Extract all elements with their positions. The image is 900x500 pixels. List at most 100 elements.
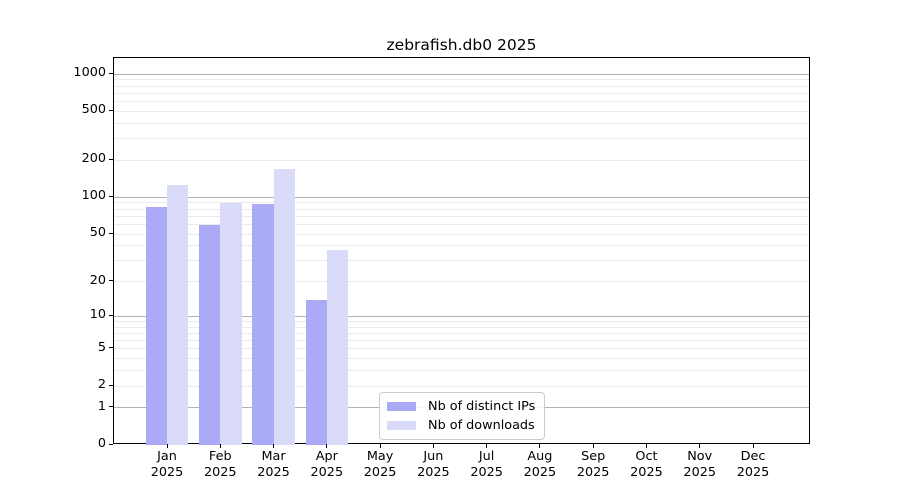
y-tick-mark: [109, 72, 113, 74]
x-tick-label: Dec 2025: [723, 449, 783, 480]
x-tick-month: May: [366, 449, 394, 464]
gridline-minor: [114, 385, 809, 387]
y-tick-mark: [109, 280, 113, 282]
bar-downloads: [167, 184, 189, 445]
x-tick-mark: [699, 444, 701, 448]
x-tick-year: 2025: [257, 464, 290, 480]
gridline-minor: [114, 208, 809, 210]
x-tick-label: Sep 2025: [563, 449, 623, 480]
y-tick-mark: [109, 314, 113, 316]
gridline-minor: [114, 348, 809, 350]
gridline-minor: [114, 370, 809, 372]
y-tick-label: 2: [97, 377, 106, 393]
x-tick-mark: [645, 444, 647, 448]
y-tick-mark: [109, 158, 113, 160]
legend-label: Nb of downloads: [428, 418, 535, 433]
legend-swatch-distinct-ips: [387, 401, 416, 412]
x-tick-year: 2025: [203, 464, 237, 480]
x-tick-year: 2025: [630, 464, 663, 480]
chart-title: zebrafish.db0 2025: [386, 36, 537, 54]
y-tick-label: 100: [81, 188, 106, 204]
x-tick-label: Aug 2025: [510, 449, 570, 480]
y-tick-label: 1000: [73, 65, 106, 81]
x-tick-label: Feb 2025: [190, 449, 250, 480]
x-tick-label: Jun 2025: [403, 449, 463, 480]
x-tick-mark: [752, 444, 754, 448]
gridline-minor: [114, 215, 809, 217]
x-tick-mark: [432, 444, 434, 448]
x-tick-year: 2025: [683, 464, 716, 480]
gridline-minor: [114, 332, 809, 334]
x-tick-mark: [219, 444, 221, 448]
y-tick-mark: [109, 109, 113, 111]
x-tick-mark: [592, 444, 594, 448]
bar-downloads: [273, 169, 295, 445]
y-tick-label: 5: [97, 339, 106, 355]
bar-distinct-ips: [252, 204, 274, 445]
gridline-major: [114, 73, 809, 75]
y-tick-label: 0: [97, 436, 106, 451]
x-tick-year: 2025: [470, 464, 503, 480]
gridline-minor: [114, 245, 809, 247]
x-tick-mark: [166, 444, 168, 448]
bar-distinct-ips: [145, 207, 167, 445]
x-tick-month: Dec: [740, 449, 766, 464]
gridline-minor: [114, 138, 809, 140]
x-tick-label: Jan 2025: [137, 449, 197, 480]
y-tick-mark: [109, 384, 113, 386]
x-tick-label: Mar 2025: [244, 449, 304, 480]
x-tick-month: Feb: [208, 449, 232, 464]
x-tick-month: Mar: [261, 449, 286, 464]
x-tick-mark: [326, 444, 328, 448]
bar-distinct-ips: [305, 299, 327, 445]
x-tick-month: Jul: [478, 449, 495, 464]
gridline-minor: [114, 110, 809, 112]
legend: Nb of distinct IPs Nb of downloads: [379, 392, 546, 440]
x-tick-month: Jun: [423, 449, 444, 464]
gridline-minor: [114, 101, 809, 103]
gridline-minor: [114, 320, 809, 322]
gridline-minor: [114, 159, 809, 161]
y-tick-mark: [109, 406, 113, 408]
x-tick-year: 2025: [363, 464, 397, 480]
gridline-minor: [114, 340, 809, 342]
y-tick-label: 20: [89, 272, 106, 288]
gridline-minor: [114, 122, 809, 124]
x-tick-month: Nov: [687, 449, 713, 464]
x-tick-year: 2025: [736, 464, 770, 480]
y-tick-label: 1: [97, 398, 106, 414]
x-tick-month: Jan: [157, 449, 177, 464]
y-tick-label: 50: [89, 225, 106, 241]
y-tick-mark: [109, 347, 113, 349]
x-tick-year: 2025: [417, 464, 450, 480]
x-tick-year: 2025: [523, 464, 557, 480]
x-tick-mark: [486, 444, 488, 448]
gridline-minor: [114, 281, 809, 283]
legend-swatch-downloads: [387, 420, 416, 431]
x-tick-label: Nov 2025: [670, 449, 730, 480]
x-tick-month: Oct: [635, 449, 658, 464]
x-tick-year: 2025: [310, 464, 344, 480]
x-tick-month: Sep: [581, 449, 606, 464]
gridline-minor: [114, 92, 809, 94]
gridline-minor: [114, 260, 809, 262]
gridline-major: [114, 196, 809, 198]
x-tick-mark: [273, 444, 275, 448]
bar-downloads: [220, 202, 242, 445]
y-tick-label: 200: [81, 151, 106, 167]
gridline-minor: [114, 233, 809, 235]
gridline-major: [114, 315, 809, 317]
x-tick-month: Aug: [527, 449, 553, 464]
x-tick-mark: [539, 444, 541, 448]
gridline-minor: [114, 358, 809, 360]
legend-row: Nb of distinct IPs: [387, 399, 535, 414]
x-tick-label: May 2025: [350, 449, 410, 480]
x-tick-label: Apr 2025: [297, 449, 357, 480]
gridline-minor: [114, 223, 809, 225]
gridline-minor: [114, 85, 809, 87]
bar-downloads: [326, 249, 349, 445]
legend-label: Nb of distinct IPs: [428, 399, 536, 414]
x-tick-month: Apr: [315, 449, 338, 464]
x-tick-year: 2025: [150, 464, 184, 480]
